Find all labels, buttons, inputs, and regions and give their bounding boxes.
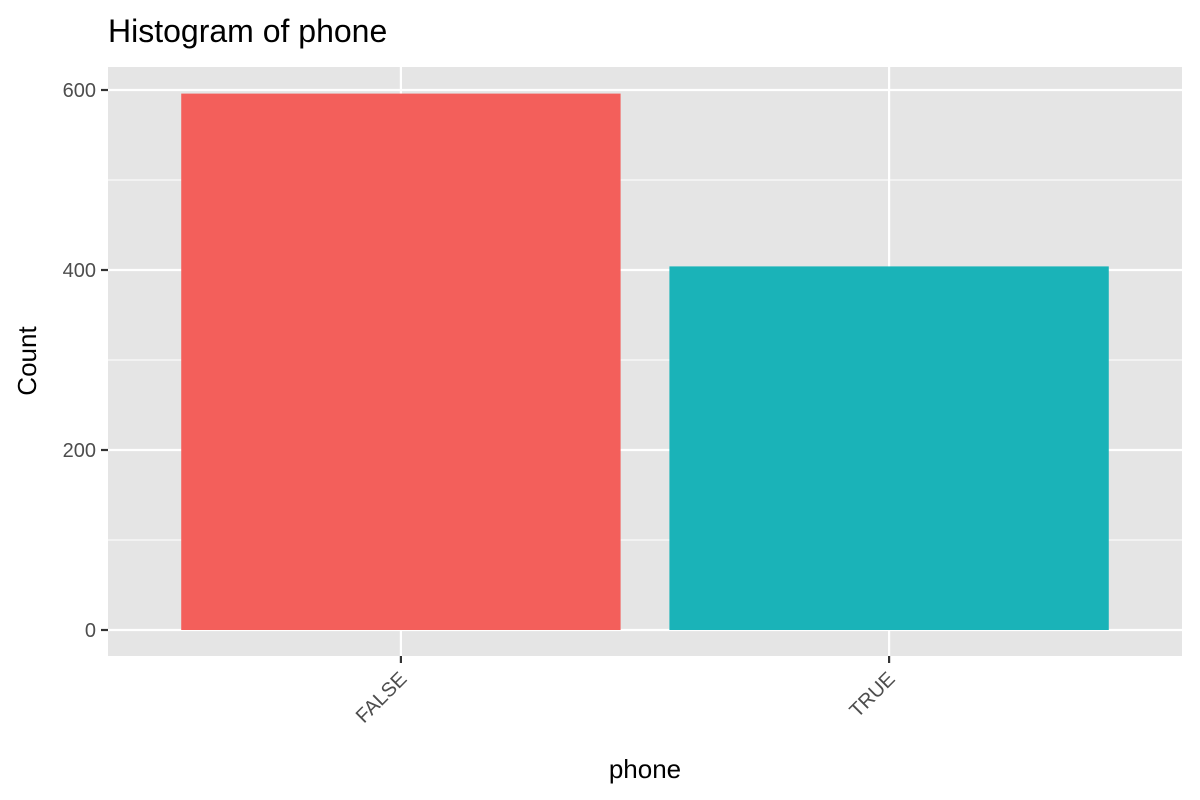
x-tick-label: TRUE [846, 668, 900, 722]
bar-true [669, 266, 1109, 630]
bar-false [181, 93, 621, 631]
x-tick-label: FALSE [352, 668, 412, 728]
chart-title: Histogram of phone [108, 13, 387, 49]
x-axis-title: phone [609, 754, 681, 784]
x-axis: FALSE TRUE [352, 656, 900, 728]
y-tick-label: 600 [63, 80, 96, 102]
y-tick-label: 200 [63, 440, 96, 462]
y-tick-label: 400 [63, 260, 96, 282]
y-axis: 0 200 400 600 [63, 80, 108, 642]
y-axis-title: Count [12, 326, 42, 396]
y-tick-label: 0 [85, 620, 96, 642]
bars-group [181, 93, 1109, 631]
